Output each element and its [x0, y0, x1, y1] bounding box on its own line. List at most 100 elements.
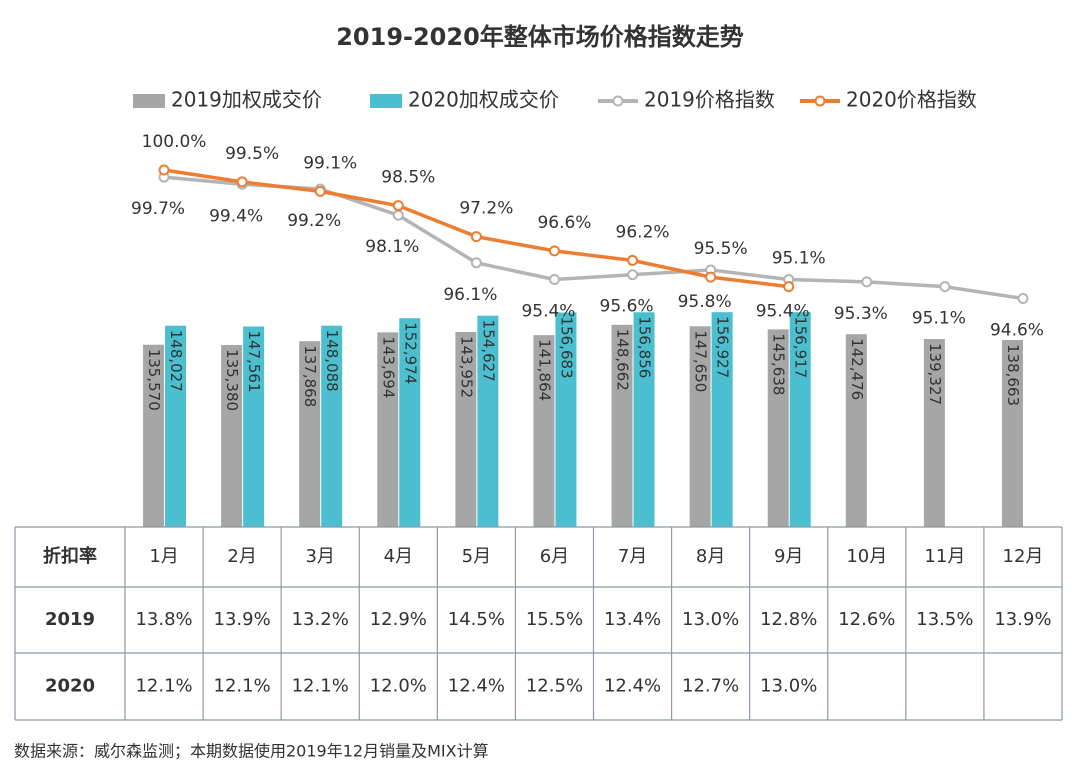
- bar-value-label: 141,864: [535, 339, 553, 401]
- line-value-label: 99.1%: [303, 153, 357, 173]
- legend-swatch: [133, 94, 165, 108]
- table-header: 4月: [384, 546, 413, 567]
- line-marker: [783, 281, 795, 293]
- bar-value-label: 135,380: [223, 349, 241, 411]
- table-cell: 12.1%: [292, 676, 349, 697]
- line-marker: [236, 176, 248, 188]
- table-row-label: 2020: [45, 676, 95, 697]
- line-marker: [939, 281, 951, 293]
- line-marker: [392, 209, 404, 221]
- table-cell: 12.4%: [448, 676, 505, 697]
- bar: [143, 344, 165, 527]
- bar: [321, 325, 343, 527]
- line-value-label: 99.5%: [225, 144, 279, 164]
- legend-label: 2019加权成交价: [171, 88, 322, 112]
- bar-value-label: 156,917: [792, 316, 810, 378]
- line-value-label: 98.5%: [381, 168, 435, 188]
- table-header: 6月: [540, 546, 569, 567]
- line-value-label: 100.0%: [142, 132, 207, 152]
- line-value-label: 99.7%: [131, 199, 185, 219]
- source-note: 数据来源：威尔森监测；本期数据使用2019年12月销量及MIX计算: [14, 742, 489, 761]
- legend-label: 2020加权成交价: [408, 88, 559, 112]
- bar: [1001, 340, 1023, 527]
- line-marker: [470, 231, 482, 243]
- table-cell: 14.5%: [448, 609, 505, 630]
- table-header: 3月: [305, 546, 334, 567]
- table-cell: 12.1%: [135, 676, 192, 697]
- bar: [533, 335, 555, 527]
- table-cell: 13.9%: [214, 609, 271, 630]
- bar-value-label: 156,856: [636, 316, 654, 378]
- line-marker: [470, 257, 482, 269]
- legend-label: 2020价格指数: [846, 88, 977, 112]
- table-header: 10月: [846, 546, 887, 567]
- line-marker: [392, 200, 404, 212]
- table-cell: 12.7%: [682, 676, 739, 697]
- bar: [377, 332, 399, 527]
- bar: [711, 312, 733, 527]
- table-cell: 13.4%: [604, 609, 661, 630]
- bar: [923, 339, 945, 527]
- bar-value-label: 152,974: [401, 322, 419, 384]
- legend-swatch: [612, 95, 624, 107]
- line-value-label: 96.6%: [537, 213, 591, 233]
- line-marker: [158, 164, 170, 176]
- line-value-label: 98.1%: [365, 237, 419, 257]
- table-row-label: 2019: [45, 609, 95, 630]
- line-marker: [861, 276, 873, 288]
- bar: [767, 329, 789, 527]
- line-marker: [548, 273, 560, 285]
- bar: [165, 325, 187, 527]
- table-header: 5月: [462, 546, 491, 567]
- table-cell: 12.5%: [526, 676, 583, 697]
- bar: [845, 334, 867, 527]
- legend-swatch: [814, 95, 826, 107]
- legend-label: 2019价格指数: [644, 88, 775, 112]
- bar-value-label: 137,868: [301, 345, 319, 407]
- bar: [611, 324, 633, 527]
- table-cell: 13.9%: [994, 609, 1051, 630]
- line-value-label: 94.6%: [990, 321, 1044, 341]
- line-marker: [1017, 293, 1029, 305]
- line-value-label: 96.1%: [443, 285, 497, 305]
- bar-value-label: 156,927: [714, 316, 732, 378]
- bar: [221, 345, 243, 527]
- bar-value-label: 148,088: [323, 330, 341, 392]
- table-header: 9月: [774, 546, 803, 567]
- table-cell: 13.0%: [760, 676, 817, 697]
- line-value-label: 95.8%: [678, 292, 732, 312]
- bar-value-label: 145,638: [770, 333, 788, 395]
- table-header: 11月: [924, 546, 965, 567]
- chart-title: 2019-2020年整体市场价格指数走势: [336, 23, 744, 51]
- table-header: 12月: [1003, 546, 1044, 567]
- line-value-label: 95.4%: [756, 301, 810, 321]
- line-value-label: 99.2%: [287, 211, 341, 231]
- table-header: 2月: [227, 546, 256, 567]
- bar-value-label: 139,327: [926, 343, 944, 405]
- line: [163, 168, 789, 289]
- bar: [455, 331, 477, 527]
- line-value-label: 99.4%: [209, 206, 263, 226]
- table-cell: 13.8%: [135, 609, 192, 630]
- table-cell: 12.4%: [604, 676, 661, 697]
- line-marker: [627, 254, 639, 266]
- table-header: 折扣率: [43, 545, 97, 567]
- legend-swatch: [370, 94, 402, 108]
- table-cell: 13.2%: [292, 609, 349, 630]
- bar: [399, 318, 421, 527]
- line-value-label: 95.3%: [834, 304, 888, 324]
- bar-value-label: 148,027: [167, 330, 185, 392]
- line-value-label: 97.2%: [459, 199, 513, 219]
- line-marker: [548, 245, 560, 257]
- bar: [789, 312, 811, 527]
- bar-value-label: 135,570: [145, 349, 163, 411]
- line-marker: [314, 185, 326, 197]
- line-value-label: 95.1%: [772, 249, 826, 269]
- table-cell: 12.1%: [214, 676, 271, 697]
- bar-value-label: 156,683: [557, 317, 575, 379]
- bar-value-label: 148,662: [614, 329, 632, 391]
- bar: [299, 341, 321, 527]
- table-cell: 12.8%: [760, 609, 817, 630]
- bar: [689, 326, 711, 527]
- table-cell: 13.0%: [682, 609, 739, 630]
